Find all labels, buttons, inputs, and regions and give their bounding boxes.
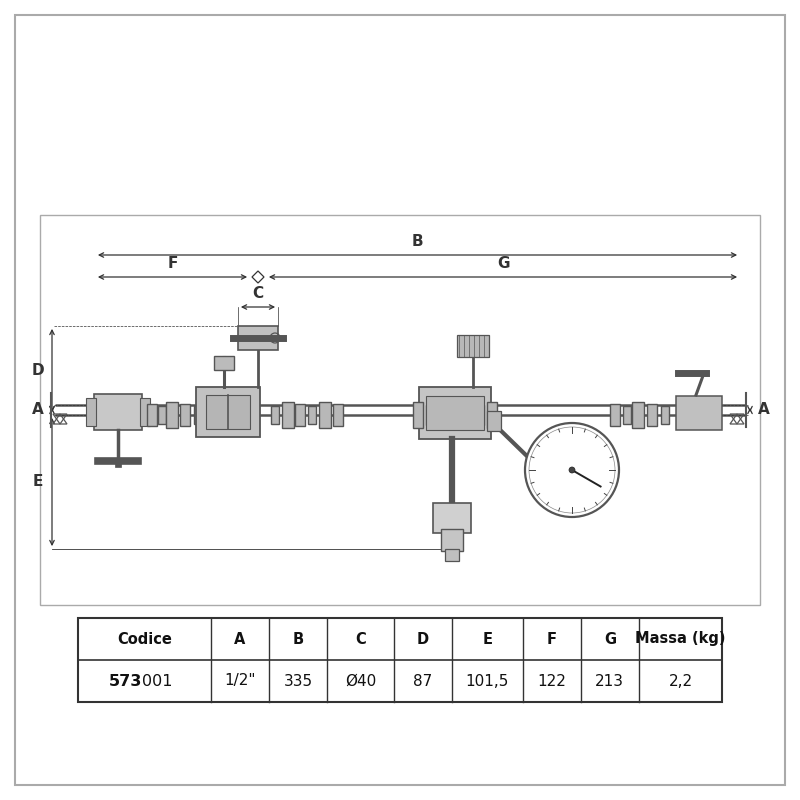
Text: D: D [32,363,44,378]
Bar [40,215,760,605]
Text: E: E [33,474,43,490]
Bar [158,406,166,424]
Bar [413,402,423,428]
Bar [196,387,260,437]
Bar [271,406,279,424]
Text: G: G [604,631,616,646]
Bar [147,404,157,426]
Bar [206,395,250,429]
Bar [333,404,343,426]
Bar [194,406,202,424]
Bar [319,402,331,428]
Text: 573: 573 [109,674,142,689]
Bar [115,459,121,467]
Bar [445,549,459,561]
Text: 87: 87 [414,674,433,689]
Text: 335: 335 [284,674,313,689]
Text: C: C [355,631,366,646]
Text: 1/2": 1/2" [224,674,256,689]
Text: A: A [32,402,44,418]
Text: 2,2: 2,2 [668,674,693,689]
Bar [487,411,501,431]
Circle shape [525,423,619,517]
Bar [94,394,142,430]
Text: C: C [253,286,263,302]
Text: E: E [482,631,492,646]
Bar [632,402,644,428]
Bar [282,402,294,428]
Bar [419,387,491,439]
Bar [238,326,278,350]
Bar [661,406,669,424]
Text: A: A [758,402,770,418]
Text: A: A [234,631,246,646]
Bar [426,405,434,425]
Text: F: F [546,631,557,646]
Text: F: F [167,257,178,271]
Bar [166,402,178,428]
Text: D: D [417,631,429,646]
Text: Codice: Codice [117,631,172,646]
Text: 122: 122 [538,674,566,689]
Bar [140,398,150,426]
Text: G: G [497,257,510,271]
Bar [610,404,620,426]
Bar [441,529,463,551]
Circle shape [569,467,575,473]
Bar [433,503,471,533]
Bar [86,398,96,426]
Bar [78,618,722,702]
Bar [647,404,657,426]
Bar [180,404,190,426]
Bar [426,396,484,430]
Bar [214,356,234,370]
Text: 101,5: 101,5 [466,674,509,689]
Bar [487,402,497,428]
Text: B: B [412,234,423,250]
Bar [623,406,631,424]
Bar [457,335,489,357]
Text: Massa (kg): Massa (kg) [635,631,726,646]
Bar [295,404,305,426]
Bar [476,405,484,425]
Bar [308,406,316,424]
Bar [676,396,722,430]
Text: 213: 213 [595,674,624,689]
Text: B: B [293,631,304,646]
Text: Ø40: Ø40 [345,674,376,689]
Text: 001: 001 [142,674,173,689]
